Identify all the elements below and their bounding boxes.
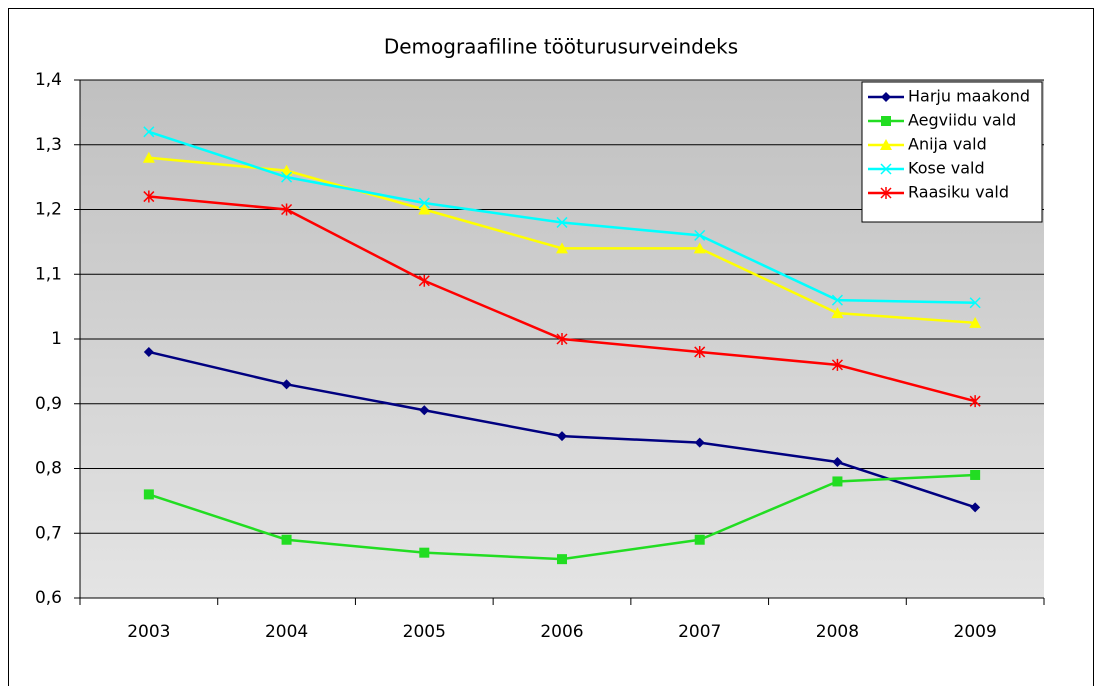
legend-label: Raasiku vald [908, 183, 1009, 202]
marker [970, 469, 981, 480]
marker [281, 534, 292, 545]
marker [557, 554, 567, 565]
marker [280, 164, 293, 176]
marker [832, 457, 843, 468]
marker [418, 274, 430, 287]
marker [969, 297, 981, 309]
marker [556, 333, 568, 345]
marker [969, 395, 981, 408]
marker [142, 151, 155, 163]
x-tick-label: 2008 [816, 622, 859, 642]
x-tick-label: 2006 [540, 622, 583, 642]
marker [281, 379, 292, 390]
chart-title: Demograafiline tööturusurveindeks [384, 35, 738, 59]
y-tick-label: 0,6 [35, 588, 62, 608]
marker [281, 171, 293, 183]
marker [831, 358, 843, 371]
legend-label: Aegviidu vald [908, 111, 1016, 130]
y-tick-label: 0,8 [35, 459, 62, 479]
marker [419, 405, 430, 416]
marker [881, 92, 891, 102]
marker [831, 294, 843, 306]
y-tick-label: 0,9 [35, 394, 62, 414]
y-tick-label: 1,4 [35, 70, 62, 90]
y-tick-label: 1,2 [35, 200, 62, 220]
marker [694, 229, 706, 241]
legend-label: Kose vald [908, 159, 985, 178]
marker [693, 242, 706, 254]
marker [556, 216, 568, 228]
marker [969, 316, 982, 328]
marker [694, 534, 705, 545]
x-tick-label: 2003 [127, 622, 170, 642]
marker [143, 190, 155, 203]
y-tick-label: 0,7 [35, 523, 62, 543]
marker [970, 502, 981, 513]
marker [831, 307, 844, 319]
marker [556, 242, 568, 254]
marker [880, 163, 892, 175]
x-tick-label: 2007 [678, 622, 721, 642]
marker [694, 437, 705, 448]
y-tick-label: 1 [51, 329, 62, 349]
marker [880, 187, 892, 199]
y-tick-label: 1,1 [35, 264, 62, 284]
marker [143, 346, 154, 357]
marker [419, 547, 430, 558]
marker [694, 345, 706, 358]
marker [418, 203, 431, 215]
legend-label: Anija vald [908, 135, 987, 154]
legend-box [861, 81, 1043, 223]
marker [418, 197, 430, 209]
x-tick-label: 2004 [265, 622, 308, 642]
x-tick-label: 2005 [403, 622, 446, 642]
marker [143, 489, 154, 500]
marker [881, 116, 891, 126]
legend-label: Harju maakond [908, 87, 1030, 106]
y-tick-label: 1,3 [35, 135, 62, 155]
marker [880, 139, 892, 150]
marker [832, 476, 843, 487]
marker [557, 431, 567, 442]
marker [281, 203, 293, 216]
marker [143, 126, 155, 138]
x-tick-label: 2009 [954, 622, 997, 642]
